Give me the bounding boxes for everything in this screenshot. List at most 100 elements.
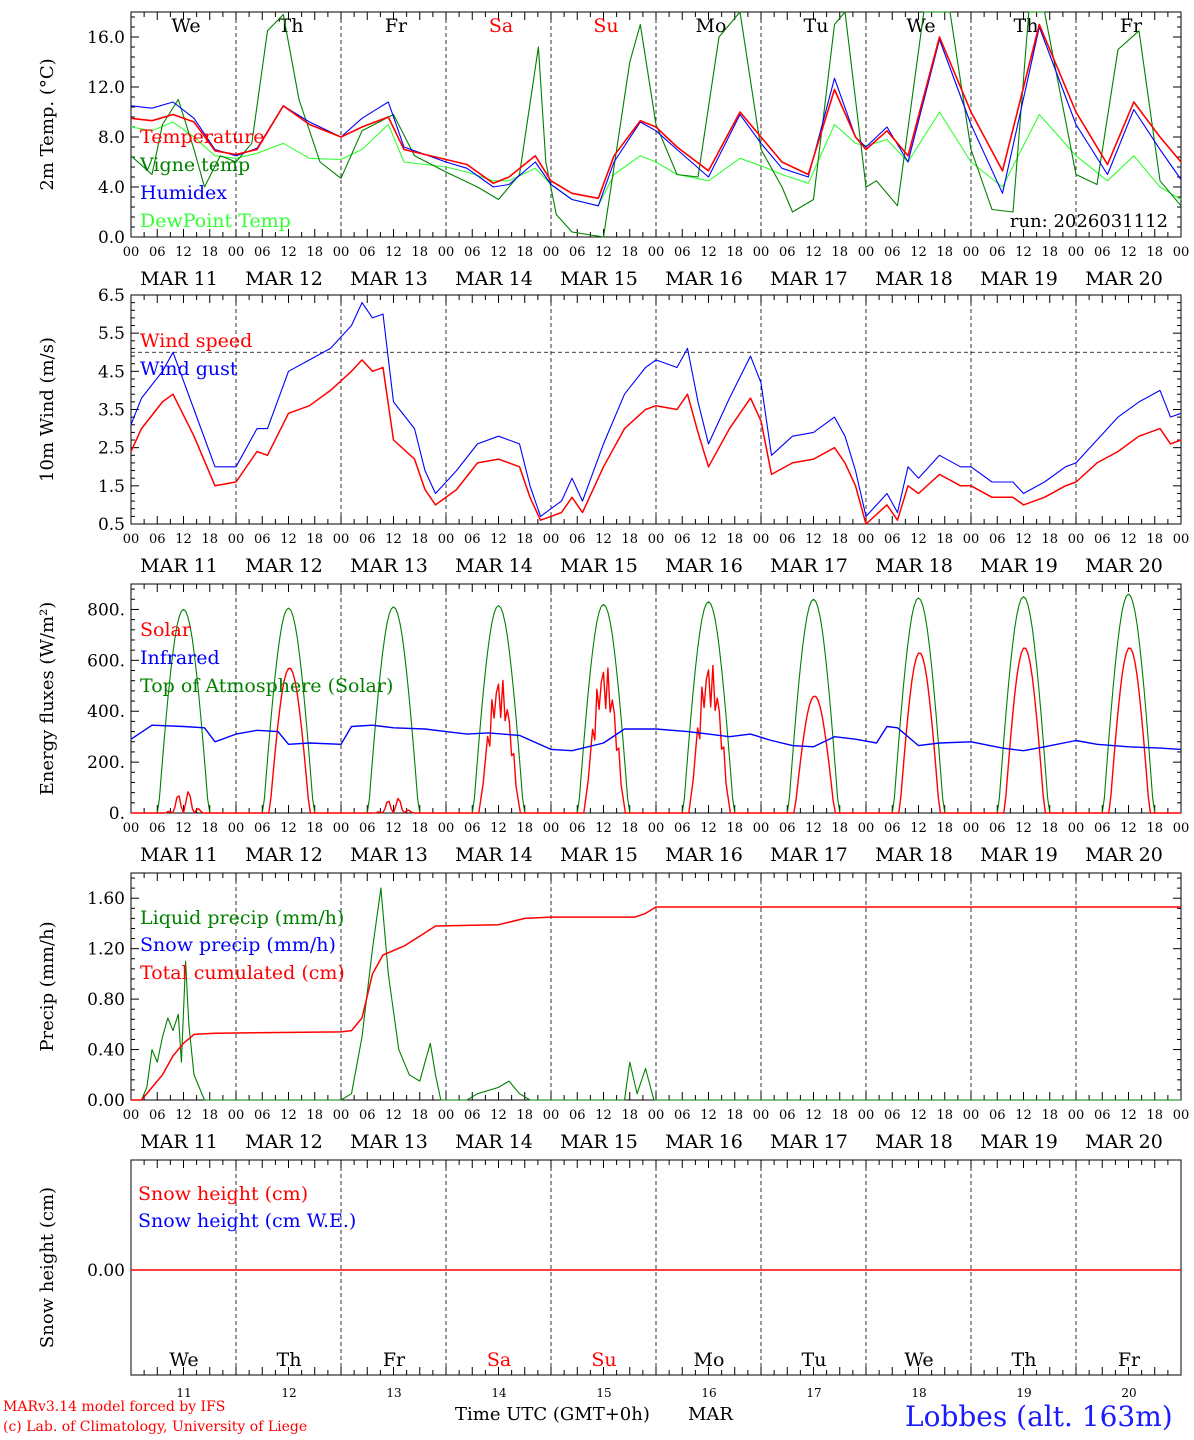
legend-dewpoint-temp: DewPoint Temp [140,210,291,232]
hour-label: 06 [1094,821,1111,836]
day-name-bottom: We [169,1349,198,1371]
hour-label: 12 [595,532,612,547]
hour-label: 12 [1120,532,1137,547]
y-tick-label: 6.5 [98,286,125,306]
date-label: MAR 18 [875,555,953,577]
hour-label: 00 [1068,245,1085,260]
day-name-bottom: Fr [1118,1349,1141,1371]
legend-snow-height-cm-: Snow height (cm) [138,1183,308,1205]
y-tick-label: 8.0 [98,128,125,148]
hour-label: 06 [254,821,271,836]
day-name-bottom: Th [277,1349,302,1371]
day-name-top: Th [279,15,304,37]
hour-label: 18 [1041,821,1058,836]
station-label: Lobbes (alt. 163m) [905,1400,1173,1433]
hour-label: 18 [1041,1108,1058,1123]
hour-label: 18 [1146,532,1163,547]
hour-label: 12 [280,532,297,547]
hour-label: 12 [1015,821,1032,836]
hour-label: 18 [621,245,638,260]
y-axis-title: Precip (mm/h) [37,921,58,1051]
hour-label: 18 [726,532,743,547]
hour-label: 18 [201,245,218,260]
hour-label: 18 [936,532,953,547]
hour-label: 12 [910,245,927,260]
date-label: MAR 17 [770,844,848,866]
legend-vigne-temp: Vigne temp [139,154,250,176]
hour-label: 18 [1146,245,1163,260]
legend-solar: Solar [140,619,192,641]
day-name-top: Su [593,15,618,37]
hour-label: 00 [333,821,350,836]
hour-label: 06 [464,532,481,547]
legend-temperature: Temperature [140,126,264,148]
hour-label: 00 [858,245,875,260]
hour-label: 12 [910,1108,927,1123]
legend-wind-speed: Wind speed [140,330,252,352]
hour-label: 12 [595,245,612,260]
hour-label: 06 [464,1108,481,1123]
hour-label: 12 [490,821,507,836]
y-tick-label: 4.5 [98,362,125,382]
hour-label: 12 [805,1108,822,1123]
hour-label: 00 [648,821,665,836]
series-line-total-cumulated [131,906,1181,1101]
x-axis-month: MAR [688,1404,733,1425]
hour-label: 06 [674,532,691,547]
hour-label: 18 [516,532,533,547]
series-line-wind-gust [130,302,1182,517]
date-label: MAR 20 [1085,844,1163,866]
date-label: MAR 14 [455,1131,533,1153]
hour-label-end: 00 [1173,821,1190,836]
date-label: MAR 17 [770,268,848,290]
hour-label: 18 [1041,532,1058,547]
hour-label: 18 [1146,1108,1163,1123]
hour-label: 00 [228,532,245,547]
hour-label: 12 [700,532,717,547]
day-date-bottom: 14 [491,1386,507,1400]
legend-snow-precip-mm-h-: Snow precip (mm/h) [140,934,336,956]
hour-label: 06 [989,245,1006,260]
date-label: MAR 11 [140,844,218,866]
hour-label: 18 [306,1108,323,1123]
y-tick-label: 3.5 [98,401,125,421]
date-label: MAR 15 [560,268,638,290]
hour-label: 00 [333,1108,350,1123]
date-label: MAR 13 [350,268,428,290]
hour-label: 18 [516,245,533,260]
hour-label: 12 [1120,821,1137,836]
day-date-bottom: 12 [281,1386,296,1400]
day-name-bottom: Mo [694,1349,725,1371]
series-line-dewpoint-temp [130,111,1182,207]
legend-infrared: Infrared [140,647,220,669]
day-name-top: We [906,15,935,37]
date-label: MAR 18 [875,1131,953,1153]
hour-label: 12 [805,821,822,836]
series-line-wind-speed [130,359,1182,525]
day-date-bottom: 13 [386,1386,401,1400]
hour-label: 18 [831,245,848,260]
y-tick-label: 0.80 [87,990,125,1010]
date-label: MAR 14 [455,268,533,290]
hour-label: 06 [569,821,586,836]
hour-label: 12 [175,821,192,836]
hour-label: 06 [359,245,376,260]
hour-label: 06 [569,532,586,547]
hour-label: 12 [490,532,507,547]
date-label: MAR 12 [245,1131,323,1153]
date-label: MAR 12 [245,268,323,290]
date-label: MAR 20 [1085,268,1163,290]
hour-label: 06 [1094,1108,1111,1123]
y-tick-label: 0.00 [87,1091,125,1111]
day-date-bottom: 16 [701,1386,716,1400]
hour-label: 00 [438,821,455,836]
day-date-bottom: 20 [1121,1386,1136,1400]
date-label: MAR 13 [350,1131,428,1153]
y-axis-title: Energy fluxes (W/m²) [37,602,58,796]
hour-label: 18 [831,821,848,836]
hour-label: 06 [569,245,586,260]
y-tick-label: 5.5 [98,324,125,344]
date-label: MAR 16 [665,555,743,577]
hour-label: 00 [753,245,770,260]
hour-label-end: 00 [1173,532,1190,547]
